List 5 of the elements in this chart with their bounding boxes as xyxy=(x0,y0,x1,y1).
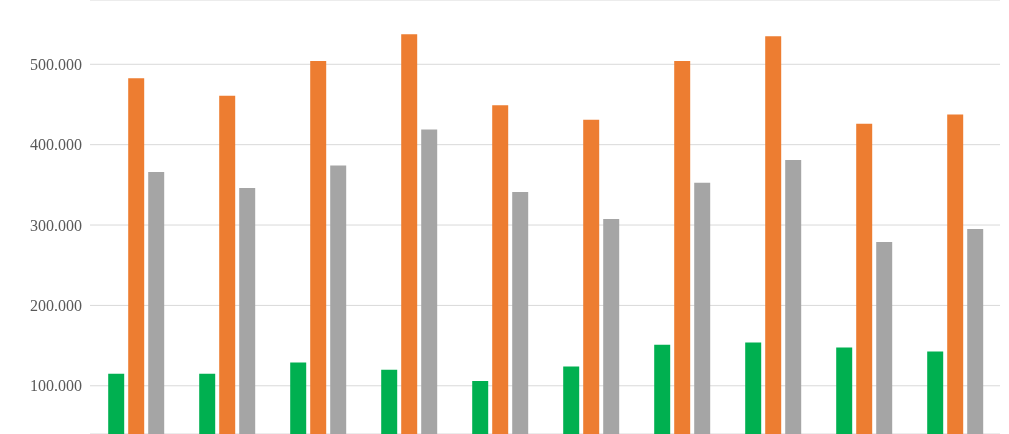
y-tick-label: 500.000 xyxy=(30,55,82,73)
y-tick-label: 100.000 xyxy=(30,377,82,395)
y-tick-label: 400.000 xyxy=(30,136,82,154)
y-tick-label: 200.000 xyxy=(30,297,82,315)
y-tick-label: 300.000 xyxy=(30,216,82,234)
